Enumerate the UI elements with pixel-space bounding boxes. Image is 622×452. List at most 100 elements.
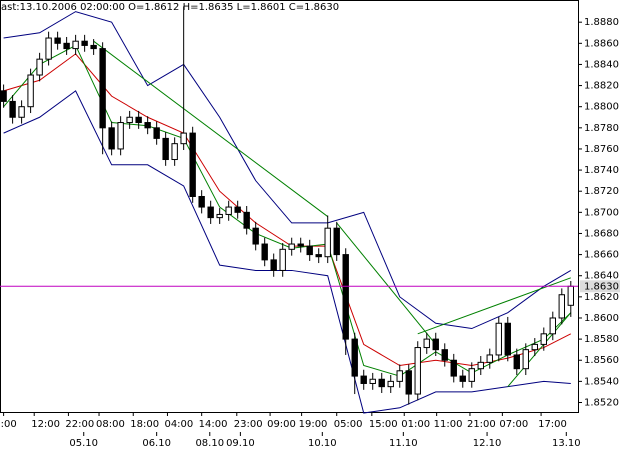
candle-body <box>36 58 43 76</box>
x-tick-label: 21:00 <box>467 419 496 430</box>
indicator-line <box>3 90 571 414</box>
candle-body <box>468 368 475 382</box>
candle-body <box>135 116 142 124</box>
candle-body <box>369 378 376 384</box>
candle-body <box>513 354 520 370</box>
candle-body <box>180 132 187 145</box>
date-tick-label: 08.10 <box>195 438 224 449</box>
plot-layer <box>0 6 578 414</box>
candle-body <box>567 285 574 306</box>
candle-body <box>54 37 61 44</box>
y-tick-label: 1.8580 <box>584 334 619 345</box>
candle-body <box>171 143 178 161</box>
candle-body <box>18 106 25 118</box>
candle-body <box>360 375 367 384</box>
candle-body <box>405 370 412 395</box>
candle-body <box>450 359 457 377</box>
x-tick-label: 14:00 <box>199 419 228 430</box>
candle-body <box>549 317 556 335</box>
y-tick-label: 1.8740 <box>584 165 619 176</box>
candle-body <box>540 333 547 345</box>
candle-body <box>270 259 277 271</box>
candle-body <box>351 338 358 377</box>
y-tick-label: 1.8700 <box>584 207 619 218</box>
candle-body <box>432 338 439 351</box>
x-tick-label: :00 <box>1 419 17 430</box>
date-tick-label: 09.10 <box>226 438 255 449</box>
candle-body <box>441 349 448 361</box>
plot-frame <box>0 0 579 413</box>
candle-body <box>288 243 295 250</box>
candle-body <box>423 338 430 349</box>
candle-body <box>396 370 403 382</box>
x-tick-label: 07:00 <box>499 419 528 430</box>
candle-body <box>198 195 205 208</box>
y-tick-label: 1.8540 <box>584 376 619 387</box>
x-tick-label: 18:00 <box>130 419 159 430</box>
candle-body <box>63 42 70 50</box>
x-tick-label: 15:00 <box>369 419 398 430</box>
date-tick-label: 06.10 <box>142 438 171 449</box>
candle-body <box>81 40 88 46</box>
date-tick-label: 13.10 <box>552 438 581 449</box>
trend-line <box>93 40 329 217</box>
indicator-line <box>3 11 572 330</box>
candle-body <box>234 206 241 213</box>
candle-body <box>252 227 259 245</box>
y-tick-label: 1.8680 <box>584 228 619 239</box>
y-tick-label: 1.8860 <box>584 38 619 49</box>
candle-body <box>522 349 529 370</box>
y-tick-label: 1.8640 <box>584 271 619 282</box>
candle-body <box>414 347 421 395</box>
x-tick-label: 05:00 <box>334 419 363 430</box>
candle-body <box>495 322 502 356</box>
y-tick-label: 1.8820 <box>584 81 619 92</box>
x-tick-label: 17:00 <box>538 419 567 430</box>
candle-body <box>108 127 115 150</box>
chart-title: ast:13.10.2006 02:00:00 O=1.8612 H=1.863… <box>1 2 339 13</box>
date-tick-label: 05.10 <box>69 438 98 449</box>
candle-body <box>324 227 331 258</box>
date-tick-label: 11.10 <box>389 438 418 449</box>
y-tick-label: 1.8720 <box>584 186 619 197</box>
trend-line <box>417 277 571 335</box>
y-tick-label: 1.8600 <box>584 313 619 324</box>
candle-body <box>9 100 16 118</box>
candle-body <box>144 122 151 129</box>
candle-body <box>297 243 304 247</box>
candle-body <box>45 37 52 60</box>
candle-body <box>459 375 466 382</box>
y-tick-label: 1.8660 <box>584 250 619 261</box>
candle-body <box>387 380 394 388</box>
candle-body <box>216 213 223 219</box>
x-tick-label: 11:00 <box>434 419 463 430</box>
candle-body <box>342 254 349 340</box>
candle-body <box>99 48 106 129</box>
candle-body <box>189 132 196 197</box>
x-tick-label: 23:00 <box>234 419 263 430</box>
y-tick-label: 1.8800 <box>584 102 619 113</box>
x-tick-label: 19:00 <box>299 419 328 430</box>
x-tick-label: 09:00 <box>267 419 296 430</box>
candle-body <box>378 378 385 388</box>
candle-body <box>279 248 286 271</box>
y-tick-label: 1.8760 <box>584 144 619 155</box>
x-tick-label: 04:00 <box>164 419 193 430</box>
y-tick-label: 1.8880 <box>584 17 619 28</box>
candle-body <box>207 206 214 219</box>
candle-body <box>477 361 484 370</box>
x-tick-label: 12:00 <box>31 419 60 430</box>
y-tick-label: 1.8520 <box>584 397 619 408</box>
trend-line <box>507 312 572 387</box>
trend-line <box>336 222 437 345</box>
candle-body <box>531 343 538 351</box>
candle-body <box>126 116 133 124</box>
candle-body <box>225 206 232 215</box>
date-tick-label: 12.10 <box>473 438 502 449</box>
candle-body <box>306 245 313 256</box>
x-tick-label: 01:00 <box>401 419 430 430</box>
candle-body <box>504 322 511 356</box>
candle-body <box>558 294 565 319</box>
